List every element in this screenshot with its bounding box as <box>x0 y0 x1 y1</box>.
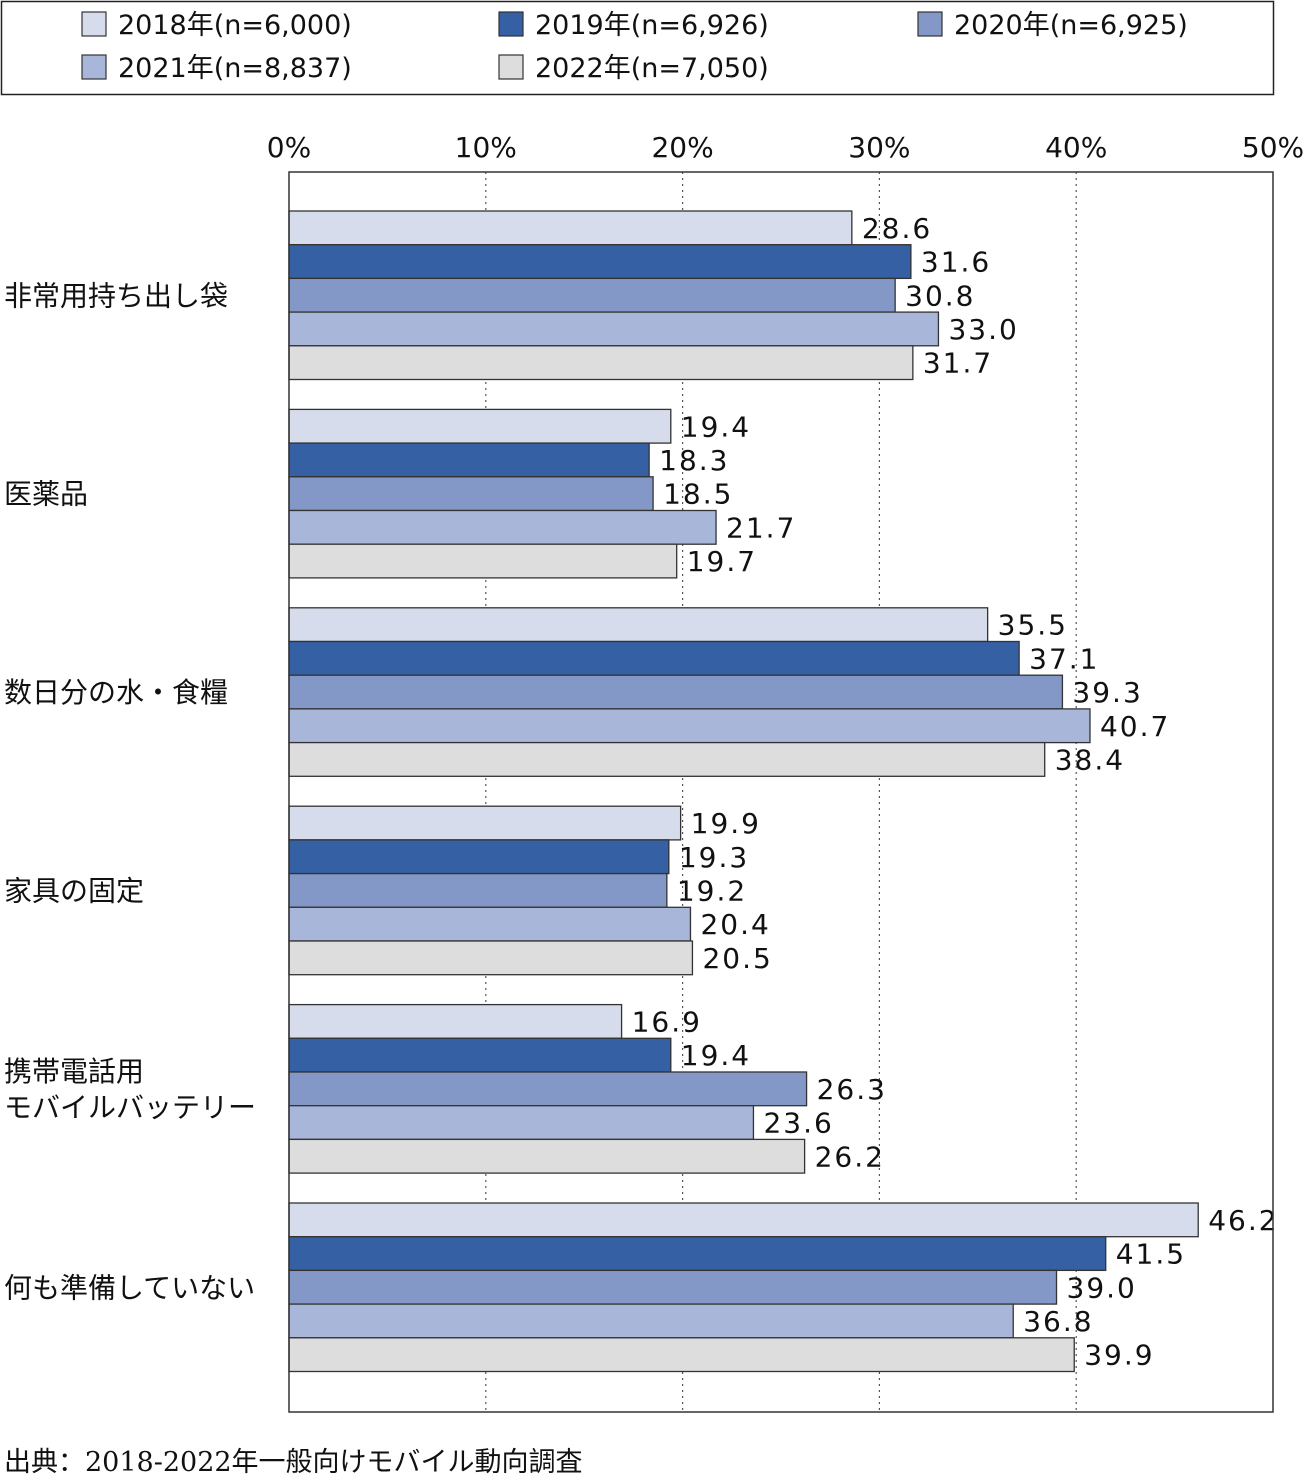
bar-value-label-2-3: 40.7 <box>1100 710 1170 743</box>
bar-3-4 <box>288 940 694 976</box>
bar-2-0 <box>288 607 989 643</box>
bar-value-label-0-2: 30.8 <box>905 279 975 312</box>
bar-value-label-3-4: 20.5 <box>702 942 772 975</box>
bar-4-0 <box>288 1003 623 1039</box>
bar-4-4 <box>288 1138 806 1174</box>
bar-0-1 <box>288 244 912 280</box>
bar-0-2 <box>288 277 896 313</box>
bar-1-0 <box>288 408 672 444</box>
bar-1-2 <box>288 476 654 512</box>
bar-value-label-4-1: 19.4 <box>681 1039 751 1072</box>
bar-5-2 <box>288 1269 1058 1305</box>
legend-box <box>0 0 1275 96</box>
legend-swatch-2 <box>917 11 943 37</box>
bar-value-label-3-0: 19.9 <box>691 807 761 840</box>
bar-4-2 <box>288 1071 808 1107</box>
bar-0-3 <box>288 311 940 347</box>
legend-swatch-3 <box>81 54 107 80</box>
bar-value-label-3-1: 19.3 <box>679 841 749 874</box>
category-label-4-line0: 携帯電話用 <box>4 1055 144 1088</box>
x-tick-label-10: 10% <box>455 131 517 164</box>
bar-2-3 <box>288 708 1091 744</box>
legend-swatch-0 <box>81 11 107 37</box>
legend-label-2: 2020年(n=6,925) <box>954 10 1188 41</box>
bar-3-0 <box>288 805 682 841</box>
bar-value-label-4-0: 16.9 <box>632 1005 702 1038</box>
bar-5-1 <box>288 1236 1107 1272</box>
category-label-5: 何も準備していない <box>4 1271 255 1304</box>
bar-value-label-1-1: 18.3 <box>659 444 729 477</box>
bar-value-label-1-4: 19.7 <box>687 545 757 578</box>
bar-1-1 <box>288 442 650 478</box>
bar-4-3 <box>288 1105 755 1141</box>
bar-value-label-0-3: 33.0 <box>948 313 1018 346</box>
category-label-4-line1: モバイルバッテリー <box>4 1091 256 1124</box>
bar-5-0 <box>288 1202 1199 1238</box>
bar-5-4 <box>288 1337 1075 1373</box>
category-label-2: 数日分の水・食糧 <box>4 676 228 709</box>
legend-label-4: 2022年(n=7,050) <box>535 53 769 84</box>
plot-frame <box>288 171 1274 1413</box>
bar-3-1 <box>288 839 670 875</box>
bar-2-2 <box>288 674 1064 710</box>
bar-value-label-1-2: 18.5 <box>663 478 733 511</box>
bar-value-label-5-0: 46.2 <box>1208 1204 1278 1237</box>
bar-value-label-2-4: 38.4 <box>1055 743 1125 776</box>
legend-label-3: 2021年(n=8,837) <box>118 53 352 84</box>
x-tick-label-40: 40% <box>1045 131 1107 164</box>
x-tick-label-20: 20% <box>651 131 713 164</box>
bar-value-label-1-3: 21.7 <box>726 511 796 544</box>
bar-1-3 <box>288 509 717 545</box>
bar-value-label-2-2: 39.3 <box>1072 676 1142 709</box>
bar-value-label-5-4: 39.9 <box>1084 1339 1154 1372</box>
source-note: 出典：2018-2022年一般向けモバイル動向調査 <box>4 1447 583 1478</box>
category-label-3: 家具の固定 <box>4 874 144 907</box>
bar-2-1 <box>288 640 1020 676</box>
legend-label-1: 2019年(n=6,926) <box>535 10 769 41</box>
x-tick-label-50: 50% <box>1242 131 1304 164</box>
x-tick-label-0: 0% <box>267 131 311 164</box>
bar-value-label-4-2: 26.3 <box>817 1073 887 1106</box>
bar-0-0 <box>288 210 853 246</box>
legend-label-0: 2018年(n=6,000) <box>118 10 352 41</box>
bar-3-3 <box>288 906 692 942</box>
bar-2-4 <box>288 741 1046 777</box>
bar-value-label-5-3: 36.8 <box>1023 1305 1093 1338</box>
bar-value-label-2-0: 35.5 <box>998 609 1068 642</box>
bar-1-4 <box>288 543 678 579</box>
bar-5-3 <box>288 1303 1014 1339</box>
bar-value-label-0-4: 31.7 <box>923 347 993 380</box>
category-label-1: 医薬品 <box>4 478 88 511</box>
bar-chart: 2018年(n=6,000) 2019年(n=6,926) 2020年(n=6,92… <box>0 0 1304 1413</box>
category-label-0: 非常用持ち出し袋 <box>4 279 228 312</box>
x-tick-label-30: 30% <box>848 131 910 164</box>
bar-value-label-5-2: 39.0 <box>1067 1271 1137 1304</box>
bar-value-label-4-3: 23.6 <box>763 1107 833 1140</box>
bar-4-1 <box>288 1037 672 1073</box>
bar-value-label-0-1: 31.6 <box>921 246 991 279</box>
bar-value-label-5-1: 41.5 <box>1116 1238 1186 1271</box>
bar-value-label-4-4: 26.2 <box>815 1140 885 1173</box>
bar-value-label-0-0: 28.6 <box>862 212 932 245</box>
bar-value-label-3-3: 20.4 <box>700 908 770 941</box>
legend-swatch-4 <box>498 54 524 80</box>
bar-0-4 <box>288 345 914 381</box>
bar-value-label-1-0: 19.4 <box>681 410 751 443</box>
bar-value-label-2-1: 37.1 <box>1029 642 1099 675</box>
bar-value-label-3-2: 19.2 <box>677 874 747 907</box>
bar-3-2 <box>288 872 668 908</box>
legend-swatch-1 <box>498 11 524 37</box>
